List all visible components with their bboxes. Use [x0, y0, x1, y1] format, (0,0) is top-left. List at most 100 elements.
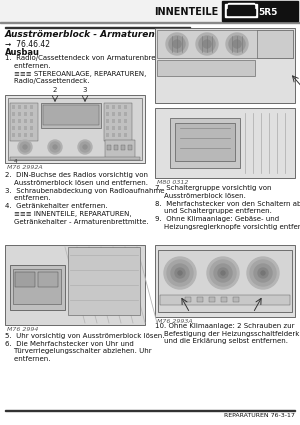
Bar [5, 27, 190, 28]
Bar [112, 105, 115, 109]
Bar [124, 112, 127, 116]
Bar [107, 145, 111, 150]
Bar [68, 247, 140, 315]
Bar [106, 119, 109, 123]
Text: 3: 3 [83, 87, 87, 93]
Bar [118, 112, 121, 116]
Bar [18, 119, 21, 123]
Circle shape [53, 145, 57, 149]
Bar [24, 112, 27, 116]
Bar [155, 108, 295, 178]
Bar [105, 140, 135, 158]
Text: M76 2993A: M76 2993A [157, 319, 193, 324]
Bar [18, 112, 21, 116]
Bar [0, 0, 300, 22]
Bar [106, 133, 109, 137]
Bar [228, 3, 254, 10]
Text: Ausströmerblock - Armaturenbrettmitte: Ausströmerblock - Armaturenbrettmitte [5, 30, 208, 39]
Circle shape [169, 36, 185, 52]
Text: 5.  Uhr vorsichtig von Ausströmerblock lösen.
6.  Die Mehrfachstecker von Uhr un: 5. Uhr vorsichtig von Ausströmerblock lö… [5, 333, 164, 362]
Bar [155, 245, 295, 317]
Bar [155, 28, 295, 103]
Bar [106, 105, 109, 109]
Text: M76 2992A: M76 2992A [7, 165, 43, 170]
Bar [157, 60, 255, 76]
Circle shape [175, 268, 185, 278]
Bar [104, 103, 132, 141]
Text: 2.  DIN-Buchse des Radios vorsichtig von
    Ausströmerblock lösen und entfernen: 2. DIN-Buchse des Radios vorsichtig von … [5, 172, 164, 224]
Circle shape [254, 264, 272, 282]
Bar [233, 297, 239, 302]
Circle shape [261, 271, 265, 275]
Bar [106, 112, 109, 116]
Text: REPARATUREN 76-3-17: REPARATUREN 76-3-17 [224, 413, 295, 418]
Bar [222, 1, 298, 21]
Circle shape [199, 36, 215, 52]
Circle shape [48, 140, 62, 154]
Bar [41, 103, 101, 128]
Bar [30, 105, 33, 109]
Circle shape [178, 271, 182, 275]
Bar [124, 119, 127, 123]
Bar [24, 105, 27, 109]
Bar [209, 297, 215, 302]
Text: 10. Ohne Klimaanlage: 2 Schrauben zur
    Befestigung der Heizungsschaltfelderkl: 10. Ohne Klimaanlage: 2 Schrauben zur Be… [155, 323, 300, 345]
Bar [15, 272, 35, 287]
Bar [38, 272, 58, 287]
Circle shape [210, 260, 236, 286]
Circle shape [80, 142, 90, 152]
Bar [114, 145, 118, 150]
Circle shape [229, 36, 245, 52]
Circle shape [20, 142, 30, 152]
Bar [157, 30, 293, 58]
Bar [228, 5, 254, 14]
Bar [197, 297, 203, 302]
Bar [10, 157, 140, 160]
Circle shape [164, 257, 196, 289]
Bar [257, 30, 293, 58]
Bar [12, 112, 15, 116]
Bar [5, 245, 145, 325]
Circle shape [196, 33, 218, 55]
Bar [10, 103, 38, 141]
Bar [118, 105, 121, 109]
Text: M76 2994: M76 2994 [7, 327, 38, 332]
Circle shape [207, 257, 239, 289]
Bar [185, 297, 191, 302]
Bar [121, 145, 125, 150]
Circle shape [250, 260, 276, 286]
Bar [106, 126, 109, 130]
Bar [30, 119, 33, 123]
Text: 2: 2 [53, 87, 57, 93]
Bar [112, 119, 115, 123]
Circle shape [167, 260, 193, 286]
Circle shape [18, 140, 32, 154]
Bar [8, 98, 142, 160]
Circle shape [171, 264, 189, 282]
Circle shape [166, 33, 188, 55]
Bar [18, 105, 21, 109]
Bar [24, 119, 27, 123]
Circle shape [247, 257, 279, 289]
Bar [12, 105, 15, 109]
Text: ➞  76.46.42: ➞ 76.46.42 [5, 40, 50, 49]
Bar [10, 265, 65, 310]
Circle shape [226, 33, 248, 55]
Bar [18, 126, 21, 130]
Bar [118, 126, 121, 130]
Text: 1.  Radio/Cassettendeck von Armaturenbrett
    entfernen.
    ≡≡≡ STEREOANLAGE, : 1. Radio/Cassettendeck von Armaturenbret… [5, 55, 161, 84]
Circle shape [203, 40, 211, 48]
Bar [112, 112, 115, 116]
Bar [112, 126, 115, 130]
Bar [170, 118, 240, 168]
Text: 4: 4 [13, 159, 17, 164]
Bar [30, 133, 33, 137]
Bar [18, 133, 21, 137]
Circle shape [258, 268, 268, 278]
Bar [128, 145, 132, 150]
Text: INNENTEILE: INNENTEILE [154, 7, 218, 17]
Bar [124, 133, 127, 137]
Bar [118, 133, 121, 137]
Bar [24, 133, 27, 137]
Bar [30, 126, 33, 130]
